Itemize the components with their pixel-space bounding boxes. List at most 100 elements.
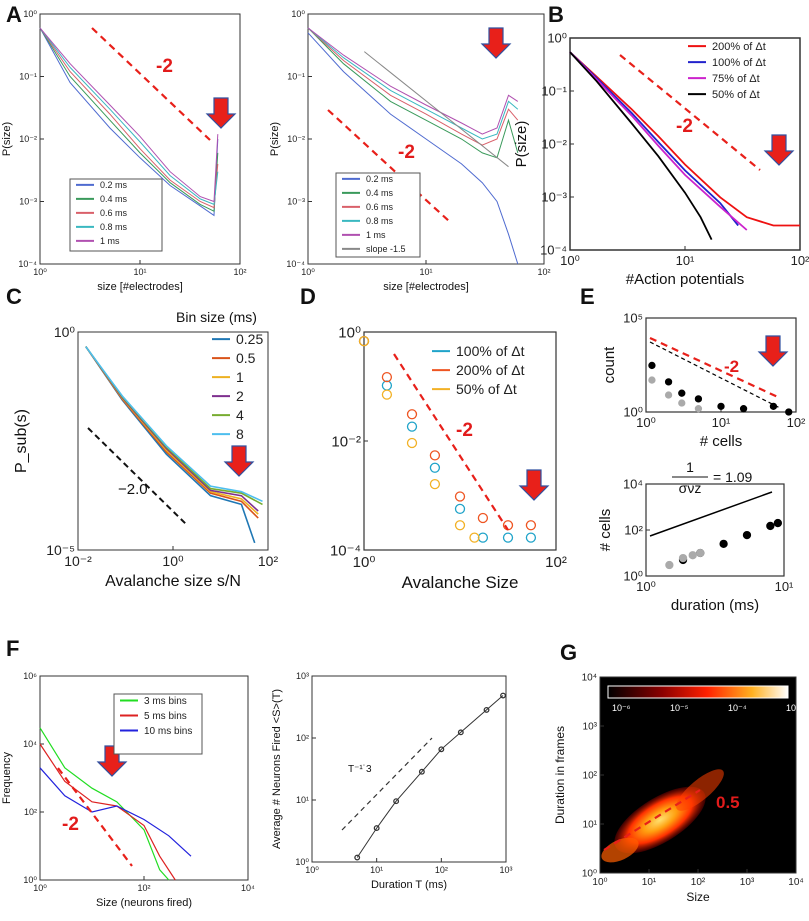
f-left-legend-label: 5 ms bins	[144, 711, 187, 722]
b-legend-label: 75% of Δt	[712, 73, 760, 85]
g-xtick-label: 10⁴	[788, 877, 803, 888]
b-series-line	[569, 51, 748, 231]
g-ylabel: Duration in frames	[553, 726, 567, 824]
a-left-series-line	[39, 27, 219, 206]
a-left-series-line	[39, 27, 219, 209]
d-xlabel: Avalanche Size	[402, 573, 519, 592]
g-slope-line	[603, 789, 701, 851]
a-right-legend: 0.2 ms 0.4 ms 0.6 ms 0.8 ms 1 ms slope -1.5	[335, 172, 421, 258]
g-ytick-label: 10⁴	[582, 673, 597, 684]
b-ytick-label: 10⁰	[547, 31, 567, 46]
e-bottom-point	[742, 530, 752, 540]
b-ylabel: P(size)	[513, 121, 530, 168]
f-left-xtick-label: 10⁴	[241, 883, 255, 893]
a-right-legend-label: 0.2 ms	[366, 174, 394, 184]
a-left-legend-label: 0.6 ms	[100, 208, 128, 218]
f-right-series-line	[356, 695, 504, 858]
a-right-slope-label: -2	[398, 142, 415, 163]
d-point	[381, 380, 393, 391]
b-frame	[569, 37, 801, 251]
a-right-legend-label: slope -1.5	[366, 244, 406, 254]
d-point	[454, 503, 466, 515]
g-slope-label: 0.5	[716, 793, 740, 812]
f-right-ytick-label: 10⁰	[295, 857, 309, 867]
f-right-point	[418, 768, 425, 775]
d-point	[429, 478, 441, 490]
g-colorbar-label: 10⁻⁴	[728, 703, 747, 713]
f-right-point	[373, 825, 380, 832]
b-ytick-label: 10⁻¹	[541, 84, 567, 99]
e-bottom-point	[665, 560, 674, 570]
a-right-series-line	[307, 27, 519, 135]
g-heatmap-blob-base	[601, 837, 639, 863]
a-left-axes: 10⁰ 10¹ 10² 10⁰ 10⁻¹ 10⁻² 10⁻³ 10⁻⁴ size [#elect…	[1, 9, 247, 293]
f-right-point	[483, 706, 490, 713]
e-bottom-eq-denominator: σνz	[679, 480, 702, 496]
a-left-ytick-label: 10⁰	[23, 9, 37, 19]
b-ytick-label: 10⁻²	[541, 137, 567, 152]
b-xtick-label: 10¹	[676, 253, 695, 268]
a-right-slope-line	[327, 109, 451, 223]
f-right-xtick-label: 10¹	[370, 865, 383, 875]
c-legend-label: 4	[236, 407, 244, 423]
b-ytick-label: 10⁻⁴	[540, 243, 567, 258]
a-left-series-line	[39, 27, 219, 212]
c-ylabel: P_sub(s)	[13, 409, 30, 473]
f-left-xtick-label: 10⁰	[33, 883, 47, 893]
d-point	[358, 335, 370, 347]
f-left-series-line	[39, 727, 170, 881]
g-ytick-label: 10³	[583, 722, 598, 733]
a-right-legend-box	[335, 172, 421, 258]
c-xtick-label: 10²	[258, 553, 279, 569]
a-right-series-line	[307, 27, 519, 146]
d-point	[525, 532, 537, 543]
a-right-ytick-label: 10⁻²	[287, 134, 305, 144]
c-series-line	[85, 346, 256, 544]
d-xtick-label: 10²	[545, 554, 567, 571]
a-left-ytick-label: 10⁻²	[19, 134, 37, 144]
d-point	[454, 520, 466, 531]
f-left-legend: 3 ms bins 5 ms bins 10 ms bins	[113, 693, 203, 755]
f-right-point	[393, 798, 400, 805]
e-bottom-point	[766, 521, 775, 531]
a-left-series-line	[39, 27, 219, 217]
e-bottom-xtick-label: 10⁰	[636, 579, 656, 594]
d-point	[477, 512, 489, 524]
f-right-xtick-label: 10³	[499, 865, 512, 875]
e-top-ytick-label: 10⁰	[623, 405, 643, 420]
b-slope-line	[619, 54, 761, 171]
f-right-ytick-label: 10²	[296, 733, 309, 743]
c-legend-label: 2	[236, 388, 244, 404]
c-ytick-label: 10⁰	[54, 324, 76, 340]
f-left-axes: 10⁰ 10² 10⁴ 10⁶ 10⁴ 10² 10⁰ Size (neurons fired…	[1, 671, 255, 909]
e-bottom-ytick-label: 10⁴	[623, 477, 643, 492]
g-colorbar-label: 10⁻³	[786, 703, 804, 713]
d-ytick-label: 10⁻⁴	[330, 542, 361, 559]
f-right-point	[500, 692, 506, 699]
f-right-ylabel: Average # Neurons Fired <S>(T)	[271, 689, 283, 849]
a-left-ytick-label: 10⁻¹	[19, 72, 37, 82]
panel-label-f: F	[6, 636, 19, 661]
e-bottom-eq-value: = 1.09	[713, 469, 753, 485]
a-right-legend-label: 0.6 ms	[366, 202, 394, 212]
panel-label-c: C	[6, 284, 22, 309]
f-left-legend-box	[113, 693, 203, 755]
a-left-ylabel: P(size)	[1, 122, 13, 156]
g-ytick-label: 10¹	[583, 820, 598, 831]
e-top-fit-line	[649, 341, 781, 409]
d-axes: 10⁰ 10² 10⁰ 10⁻² 10⁻⁴ Avalanche Size	[330, 324, 567, 592]
d-legend-label: 100% of Δt	[456, 343, 525, 359]
f-left-ytick-label: 10⁶	[23, 671, 37, 681]
d-point	[502, 532, 514, 543]
c-xtick-label: 10⁰	[162, 553, 184, 569]
e-top-xlabel: # cells	[700, 433, 743, 450]
b-legend-label: 100% of Δt	[712, 57, 766, 69]
g-xlabel: Size	[686, 890, 710, 904]
f-left-series-line	[39, 767, 192, 857]
f-left-legend-label: 3 ms bins	[144, 696, 187, 707]
d-point	[429, 462, 441, 473]
a-left-red-arrow	[205, 97, 237, 129]
e-top-slope-line	[649, 337, 781, 399]
a-left-ytick-label: 10⁻³	[19, 197, 37, 207]
a-left-legend-label: 1 ms	[100, 236, 120, 246]
